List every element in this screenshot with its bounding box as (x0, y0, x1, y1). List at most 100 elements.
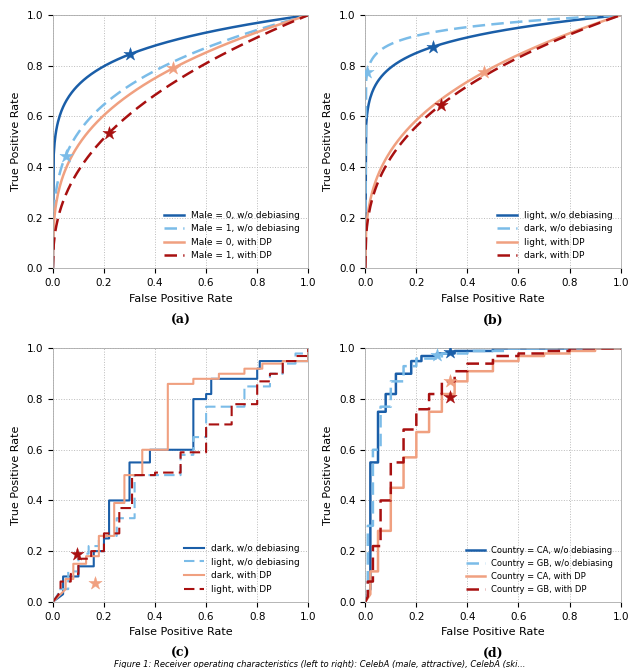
Country = GB, with DP (617, 345, 625, 353)
dark, with DP (95, 552, 102, 560)
light, with DP (518, 49, 525, 57)
Country = CA, w/o debiasing (489, 347, 497, 355)
Country = GB, w/o debiasing (369, 446, 377, 454)
light, w/o debiasing (241, 403, 248, 411)
light, with DP (177, 468, 184, 476)
Point (444, 376, 454, 387)
light, with DP (202, 420, 210, 428)
Y-axis label: True Positive Rate: True Positive Rate (11, 426, 21, 525)
Text: (d): (d) (483, 647, 503, 661)
Male = 1, with DP (50, 240, 58, 248)
Male = 0, with DP (205, 47, 213, 55)
light, with DP (279, 370, 287, 378)
Country = GB, w/o debiasing (387, 403, 395, 411)
light, w/o debiasing (305, 349, 312, 357)
Country = CA, w/o debiasing (367, 458, 374, 466)
Country = CA, with DP (540, 352, 548, 360)
Country = CA, w/o debiasing (392, 370, 400, 378)
dark, w/o debiasing (49, 598, 57, 606)
Country = GB, w/o debiasing (369, 522, 377, 530)
dark, w/o debiasing (256, 365, 264, 373)
Country = GB, with DP (438, 390, 445, 398)
light, w/o debiasing (177, 471, 184, 479)
light, with DP (115, 529, 123, 537)
Male = 1, w/o debiasing (305, 11, 312, 19)
Country = CA, with DP (515, 352, 522, 360)
light, with DP (67, 570, 75, 578)
Country = GB, w/o debiasing (502, 347, 509, 355)
Male = 1, with DP (264, 28, 272, 36)
Country = GB, with DP (364, 593, 372, 601)
Country = CA, w/o debiasing (433, 352, 440, 360)
Country = CA, with DP (489, 367, 497, 375)
Country = CA, with DP (617, 345, 625, 353)
Country = GB, w/o debiasing (617, 345, 625, 353)
light, with DP (202, 448, 210, 456)
Country = CA, w/o debiasing (417, 352, 425, 360)
dark, with DP (241, 370, 248, 378)
light, with DP (253, 377, 261, 385)
dark, w/o debiasing (305, 345, 312, 353)
dark, with DP (138, 471, 146, 479)
Line: Male = 0, w/o debiasing: Male = 0, w/o debiasing (53, 15, 308, 269)
dark, w/o debiasing (362, 77, 370, 85)
dark, w/o debiasing (253, 365, 261, 373)
dark, w/o debiasing (189, 395, 197, 403)
Line: Male = 1, w/o debiasing: Male = 1, w/o debiasing (53, 15, 308, 269)
Country = GB, w/o debiasing (438, 355, 445, 363)
Country = GB, with DP (591, 345, 599, 353)
Country = GB, with DP (369, 542, 377, 550)
Male = 0, with DP (280, 19, 288, 27)
Country = GB, w/o debiasing (591, 345, 599, 353)
light, w/o debiasing (131, 514, 138, 522)
Country = CA, with DP (413, 454, 420, 462)
light, with DP (362, 226, 370, 234)
Country = GB, with DP (377, 542, 385, 550)
dark, with DP (70, 575, 77, 583)
dark, w/o debiasing (513, 18, 520, 26)
Country = CA, with DP (438, 390, 445, 398)
Country = CA, with DP (566, 347, 573, 355)
Country = CA, w/o debiasing (591, 345, 599, 353)
light, w/o debiasing (266, 382, 274, 390)
Country = CA, with DP (400, 484, 408, 492)
light, w/o debiasing (292, 359, 300, 367)
Country = CA, with DP (387, 484, 395, 492)
light, w/o debiasing (202, 403, 210, 411)
dark, w/o debiasing (100, 547, 108, 555)
Country = CA, w/o debiasing (489, 345, 497, 353)
Male = 1, w/o debiasing (49, 265, 57, 273)
Country = GB, w/o debiasing (502, 345, 509, 353)
dark, with DP (110, 532, 118, 540)
Country = GB, w/o debiasing (463, 349, 471, 357)
Country = CA, w/o debiasing (540, 345, 548, 353)
light, w/o debiasing (617, 11, 625, 19)
Male = 1, w/o debiasing (264, 23, 272, 31)
Country = CA, with DP (566, 349, 573, 357)
light, with DP (305, 345, 312, 353)
dark, w/o debiasing (202, 395, 210, 403)
dark, w/o debiasing (305, 357, 312, 365)
X-axis label: False Positive Rate: False Positive Rate (129, 294, 232, 304)
Male = 1, w/o debiasing (280, 18, 288, 26)
light, with DP (513, 51, 521, 59)
Country = GB, with DP (400, 426, 408, 434)
light, w/o debiasing (113, 514, 120, 522)
dark, with DP (215, 370, 223, 378)
Country = CA, with DP (451, 390, 458, 398)
Country = CA, with DP (362, 598, 369, 606)
light, w/o debiasing (577, 15, 584, 23)
dark, with DP (62, 585, 70, 593)
Y-axis label: True Positive Rate: True Positive Rate (11, 92, 21, 192)
light, w/o debiasing (49, 598, 57, 606)
light, with DP (49, 598, 57, 606)
Country = GB, with DP (591, 345, 599, 353)
dark, w/o debiasing (189, 446, 197, 454)
Point (431, 349, 442, 360)
Country = CA, with DP (463, 377, 471, 385)
dark, w/o debiasing (90, 562, 97, 570)
light, w/o debiasing (362, 265, 369, 273)
light, with DP (228, 400, 236, 408)
Country = CA, w/o debiasing (408, 370, 415, 378)
Country = GB, with DP (387, 496, 395, 504)
